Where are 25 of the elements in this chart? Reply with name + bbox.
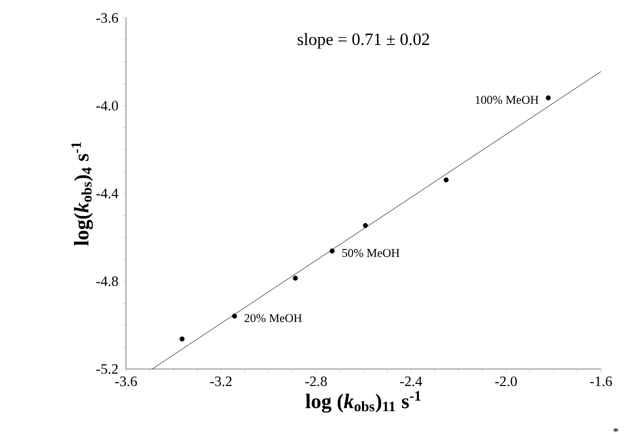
x-tick-label: -3.2 — [210, 376, 232, 386]
y-tick-label: -4.4 — [96, 188, 118, 198]
point — [330, 248, 335, 254]
y-tick-label: -5.2 — [96, 364, 118, 374]
x-axis-title: log (k$_{obs}$)$_{11}$ s$^{-1}$ — [306, 391, 421, 413]
point — [362, 223, 368, 228]
annotation: 100% MeOH — [476, 96, 538, 104]
y-tick-label: -4.8 — [96, 276, 118, 286]
annotation: 20% MeOH — [244, 314, 302, 322]
point — [546, 95, 551, 100]
x-tick-label: -2.8 — [305, 376, 327, 386]
x-tick-label: -2.0 — [495, 376, 517, 386]
y-tick-label: -3.6 — [96, 13, 118, 23]
y-axis-title: log(k$_{obs}$)$_{4}$ s$^{-1}$ — [71, 142, 93, 246]
text: * — [613, 428, 618, 432]
x-tick-label: -3.6 — [115, 376, 137, 386]
point — [292, 276, 298, 281]
y-tick-label: -4.0 — [96, 100, 118, 111]
point — [232, 314, 238, 319]
annotation: slope = 0.71 ± 0.02 — [298, 33, 430, 49]
point — [180, 336, 185, 342]
x-tick-label: -1.6 — [590, 376, 612, 386]
x-tick-label: -2.4 — [400, 376, 422, 386]
point — [444, 177, 449, 182]
annotation: 50% MeOH — [342, 248, 400, 258]
